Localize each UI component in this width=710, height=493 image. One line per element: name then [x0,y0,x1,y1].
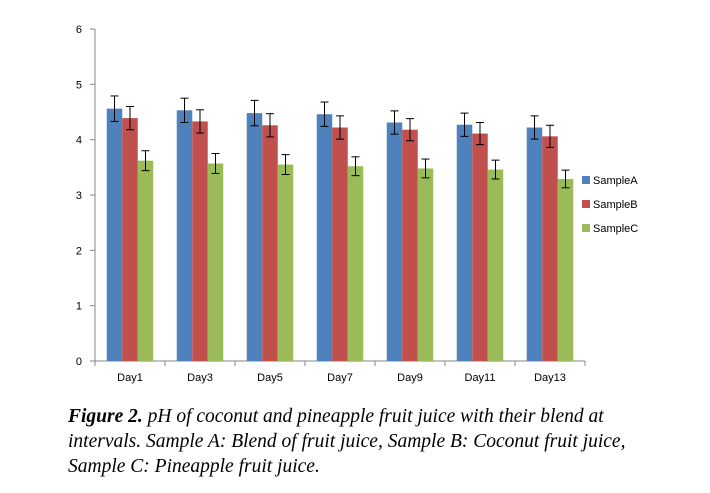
x-tick-label: Day5 [257,372,283,384]
y-tick-label: 5 [76,79,82,91]
bar [316,114,333,361]
bar [456,124,473,361]
x-tick-label: Day3 [187,372,213,384]
bar [262,125,278,361]
legend-swatch [582,176,590,184]
bar [487,169,504,361]
legend-swatch [582,200,590,208]
bar [417,168,434,361]
caption-label: Figure 2. [68,406,143,427]
bar [122,118,138,361]
y-tick-label: 6 [76,24,82,36]
bar [246,113,263,362]
legend: SampleA SampleB SampleC [582,175,638,235]
chart-svg: 0 1 2 3 4 5 6 Day1 Day3 Day5 Day7 Day9 Day11 Day13 S… [76,24,638,384]
bar [347,166,364,361]
figure-caption: Figure 2. pH of coconut and pineapple fr… [68,404,668,479]
x-tick-label: Day13 [534,372,566,384]
legend-label: SampleB [593,199,638,211]
bar [386,122,403,361]
bar [277,164,294,361]
legend-label: SampleA [593,175,638,187]
bar [542,136,558,361]
bar [137,160,154,361]
y-tick-label: 0 [76,356,82,368]
x-tick-label: Day7 [327,372,353,384]
bar [332,127,348,361]
error-bars [110,95,570,189]
bar [106,108,123,362]
y-tick-label: 4 [76,135,82,147]
bars [106,108,574,362]
y-tick-label: 2 [76,245,82,257]
bar [526,127,543,361]
bar-chart: 0 1 2 3 4 5 6 Day1 Day3 Day5 Day7 Day9 Day11 Day13 S… [76,24,638,384]
x-tick-label: Day9 [397,372,423,384]
caption-text: pH of coconut and pineapple fruit juice … [68,406,626,477]
y-tick-label: 1 [76,301,82,313]
y-axis: 0 1 2 3 4 5 6 [76,24,96,368]
x-tick-label: Day1 [117,372,143,384]
legend-swatch [582,224,590,232]
legend-label: SampleC [593,223,638,235]
bar [472,133,488,361]
bar [402,129,418,361]
bar [192,121,208,361]
x-tick-label: Day11 [465,372,496,384]
bar [207,163,224,361]
x-axis: Day1 Day3 Day5 Day7 Day9 Day11 Day13 [94,360,586,384]
y-tick-label: 3 [76,190,82,202]
bar [557,178,574,361]
bar [176,110,193,361]
